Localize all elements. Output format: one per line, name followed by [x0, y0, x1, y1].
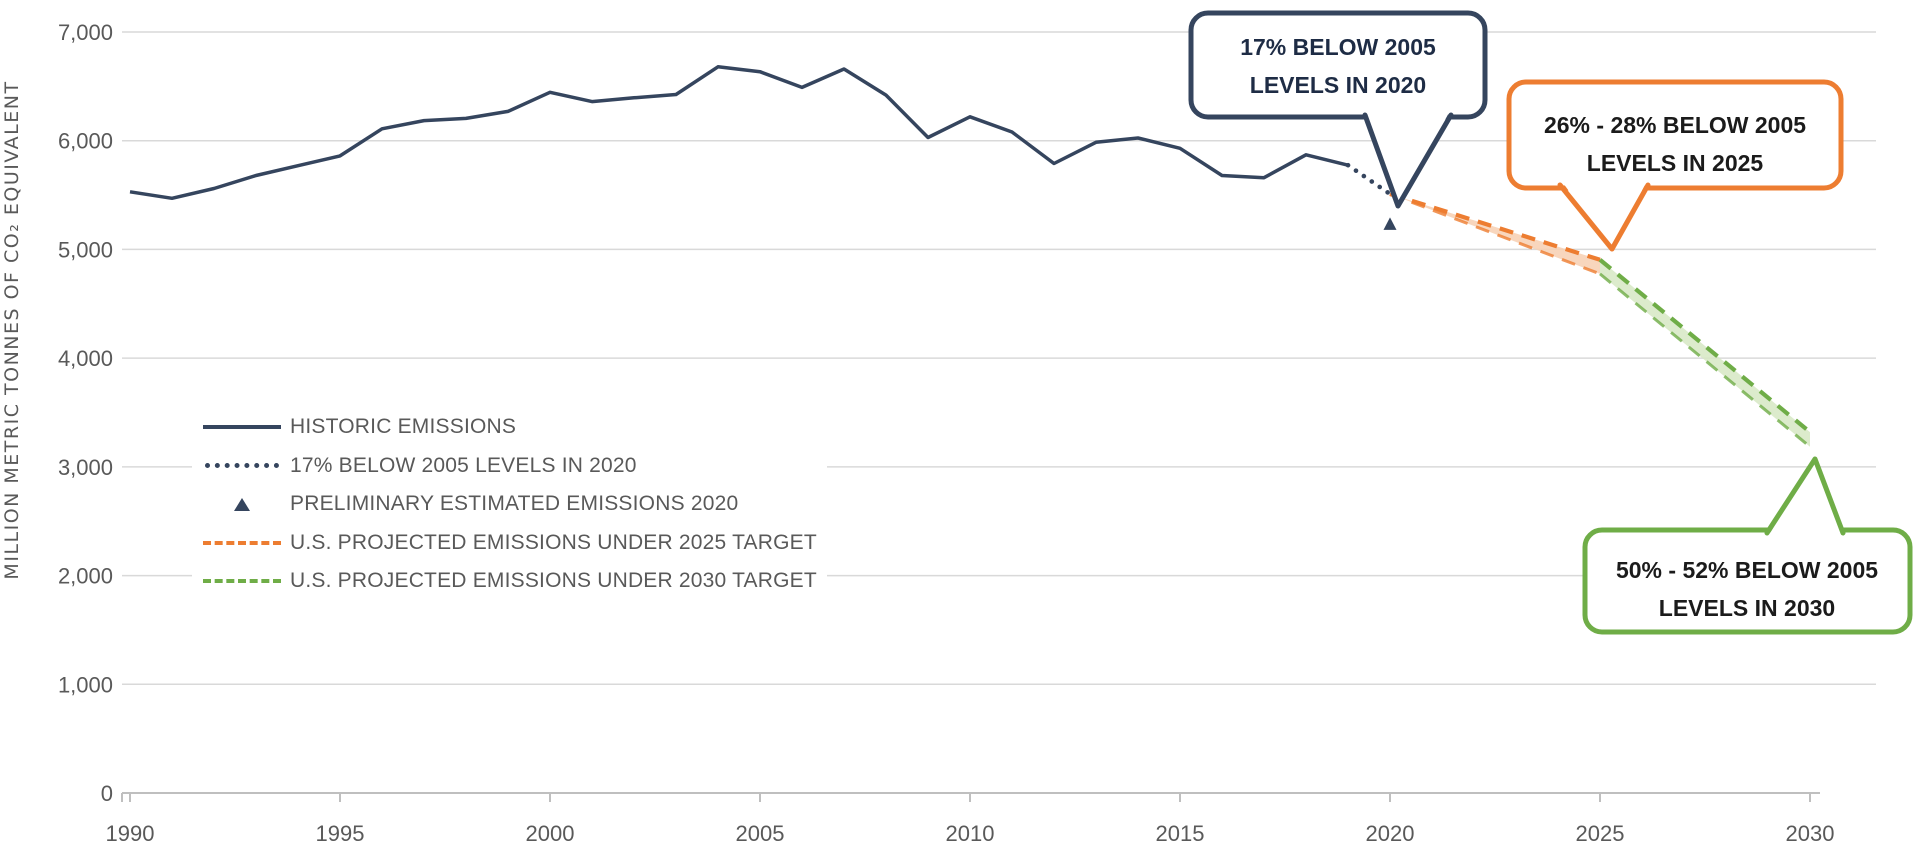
callout-2030-line2: LEVELS IN 2030	[1659, 595, 1835, 621]
legend-label: 17% BELOW 2005 LEVELS IN 2020	[290, 453, 637, 477]
legend: HISTORIC EMISSIONS 17% BELOW 2005 LEVELS…	[192, 406, 827, 603]
x-tick-label: 1995	[316, 821, 365, 846]
x-tick-label: 2000	[526, 821, 575, 846]
y-tick-label: 5,000	[58, 237, 113, 262]
y-tick-label: 4,000	[58, 346, 113, 371]
dotted-line-icon	[200, 463, 284, 469]
callout-2020-target: 17% BELOW 2005 LEVELS IN 2020	[1188, 10, 1488, 209]
legend-item-2020-target: 17% BELOW 2005 LEVELS IN 2020	[200, 447, 817, 486]
y-tick-label: 7,000	[58, 20, 113, 45]
callout-2025-target: 26% - 28% BELOW 2005 LEVELS IN 2025	[1506, 79, 1844, 252]
callout-2030-target: 50% - 52% BELOW 2005 LEVELS IN 2030	[1582, 456, 1913, 635]
callout-2025-line2: LEVELS IN 2025	[1587, 150, 1764, 176]
callout-2020-line1: 17% BELOW 2005	[1240, 34, 1436, 60]
series-u-s-projected-emissions-under-2030-target	[1598, 258, 1812, 448]
series-historic-emissions	[129, 65, 1349, 201]
dashed-line-icon	[200, 579, 284, 584]
solid-line-icon	[200, 425, 284, 430]
series-layer	[129, 65, 1812, 448]
y-tick-label: 1,000	[58, 672, 113, 697]
dashed-line-icon	[200, 540, 284, 545]
x-tick-label: 2010	[946, 821, 995, 846]
legend-label: U.S. PROJECTED EMISSIONS UNDER 2025 TARG…	[290, 530, 817, 554]
callout-2030-line1: 50% - 52% BELOW 2005	[1616, 557, 1878, 583]
x-tick-label: 2005	[736, 821, 785, 846]
x-tick-label: 2020	[1366, 821, 1415, 846]
y-axis-title: MILLION METRIC TONNES OF CO₂ EQUIVALENT	[1, 80, 23, 579]
y-tick-label: 6,000	[58, 129, 113, 154]
callout-2025-line1: 26% - 28% BELOW 2005	[1544, 112, 1806, 138]
legend-item-2030-target: U.S. PROJECTED EMISSIONS UNDER 2030 TARG…	[200, 562, 817, 601]
callout-2020-line2: LEVELS IN 2020	[1250, 72, 1426, 98]
y-tick-label: 2,000	[58, 564, 113, 589]
series-preliminary-estimated-emissions-2020	[1383, 217, 1397, 230]
x-tick-label: 2030	[1786, 821, 1835, 846]
legend-item-preliminary-2020: PRELIMINARY ESTIMATED EMISSIONS 2020	[200, 485, 817, 524]
series-u-s-projected-emissions-under-2025-target	[1389, 191, 1601, 276]
grid-layer: 7,000 6,000 5,000 4,000 3,000 2,000 1,000 0 1990…	[58, 20, 1876, 846]
legend-item-2025-target: U.S. PROJECTED EMISSIONS UNDER 2025 TARG…	[200, 524, 817, 563]
triangle-marker-icon	[200, 497, 284, 511]
legend-label: U.S. PROJECTED EMISSIONS UNDER 2030 TARG…	[290, 569, 817, 593]
legend-label: PRELIMINARY ESTIMATED EMISSIONS 2020	[290, 492, 739, 516]
series-17-below-2005-levels-in-2020	[1345, 162, 1393, 197]
legend-item-historic-emissions: HISTORIC EMISSIONS	[200, 408, 817, 447]
y-tick-label: 0	[101, 781, 113, 806]
x-tick-label: 2025	[1576, 821, 1625, 846]
callout-layer: 17% BELOW 2005 LEVELS IN 2020 26% - 28% …	[1188, 10, 1913, 635]
y-tick-label: 3,000	[58, 455, 113, 480]
x-tick-label: 1990	[106, 821, 155, 846]
legend-label: HISTORIC EMISSIONS	[290, 415, 517, 439]
x-tick-label: 2015	[1156, 821, 1205, 846]
